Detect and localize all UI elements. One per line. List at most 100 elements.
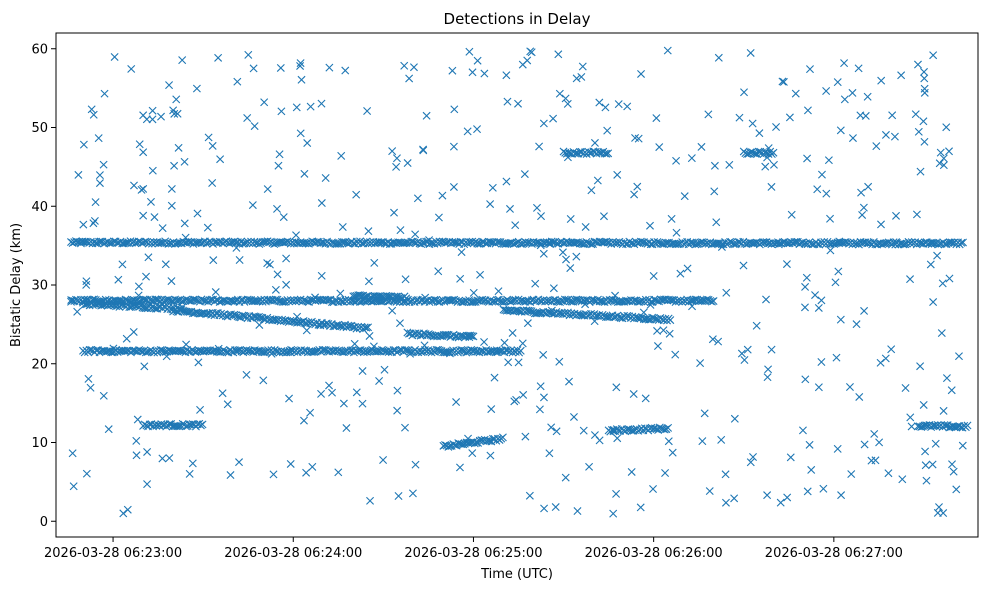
data-point bbox=[434, 213, 443, 222]
data-point bbox=[358, 367, 367, 376]
data-point bbox=[785, 113, 794, 122]
data-point bbox=[355, 291, 364, 300]
data-point bbox=[413, 194, 422, 203]
data-point bbox=[336, 289, 345, 298]
data-point bbox=[508, 328, 517, 337]
data-point bbox=[833, 78, 842, 87]
data-point bbox=[358, 399, 367, 408]
data-point bbox=[522, 238, 531, 247]
data-point bbox=[406, 347, 415, 356]
data-point bbox=[294, 318, 303, 327]
x-tick-label: 2026-03-28 06:25:00 bbox=[404, 546, 542, 561]
data-point bbox=[218, 389, 227, 398]
data-point bbox=[593, 176, 602, 185]
data-point bbox=[299, 416, 308, 425]
data-point bbox=[581, 300, 590, 309]
data-point bbox=[411, 230, 420, 239]
data-point bbox=[748, 119, 757, 128]
data-point bbox=[488, 183, 497, 192]
data-point bbox=[577, 239, 586, 248]
data-point bbox=[373, 347, 382, 356]
data-point bbox=[709, 297, 718, 306]
data-point bbox=[123, 505, 132, 514]
data-point bbox=[537, 212, 546, 221]
data-point bbox=[134, 291, 143, 300]
data-point bbox=[277, 107, 286, 116]
data-point bbox=[689, 296, 698, 305]
data-point bbox=[148, 115, 157, 124]
data-point bbox=[499, 298, 508, 307]
data-point bbox=[110, 52, 119, 61]
data-point bbox=[603, 126, 612, 135]
data-point bbox=[282, 254, 291, 263]
data-point bbox=[848, 134, 857, 143]
data-point bbox=[448, 296, 457, 305]
data-point bbox=[504, 358, 513, 367]
data-point bbox=[822, 87, 831, 96]
data-point bbox=[700, 409, 709, 418]
data-point bbox=[173, 422, 182, 431]
data-point bbox=[502, 71, 511, 80]
data-point bbox=[149, 238, 158, 247]
data-point bbox=[542, 296, 551, 305]
data-point bbox=[211, 288, 220, 297]
data-point bbox=[380, 365, 389, 374]
data-point bbox=[527, 48, 536, 57]
data-point bbox=[84, 374, 93, 383]
data-point bbox=[643, 314, 652, 323]
data-point bbox=[636, 237, 645, 246]
data-point bbox=[577, 72, 586, 81]
data-point bbox=[364, 277, 373, 286]
data-point bbox=[204, 133, 213, 142]
data-point bbox=[663, 46, 672, 55]
data-point bbox=[783, 493, 792, 502]
data-point bbox=[271, 315, 280, 324]
data-point bbox=[251, 312, 260, 321]
data-point bbox=[547, 423, 556, 432]
data-point bbox=[858, 210, 867, 219]
data-point bbox=[752, 321, 761, 330]
data-point bbox=[735, 113, 744, 122]
data-point bbox=[931, 439, 940, 448]
data-point bbox=[364, 323, 373, 332]
data-point bbox=[267, 349, 276, 358]
data-point bbox=[317, 199, 326, 208]
data-point bbox=[861, 111, 870, 120]
data-point bbox=[395, 319, 404, 328]
data-point bbox=[457, 248, 466, 257]
data-point bbox=[561, 94, 570, 103]
data-point bbox=[554, 50, 563, 59]
data-point bbox=[725, 160, 734, 169]
data-point bbox=[832, 353, 841, 362]
data-point bbox=[636, 503, 645, 512]
data-point bbox=[208, 141, 217, 150]
data-point bbox=[581, 222, 590, 231]
data-point bbox=[139, 238, 148, 247]
data-point bbox=[167, 201, 176, 210]
data-point bbox=[176, 346, 185, 355]
data-point bbox=[867, 456, 876, 465]
data-point bbox=[273, 204, 282, 213]
y-tick-label: 30 bbox=[31, 279, 48, 294]
data-point bbox=[836, 315, 845, 324]
data-point bbox=[870, 429, 879, 438]
data-point bbox=[465, 333, 474, 342]
data-point bbox=[118, 260, 127, 269]
data-point bbox=[920, 88, 929, 97]
data-point bbox=[877, 76, 886, 85]
data-point bbox=[627, 426, 636, 435]
data-point bbox=[82, 277, 91, 286]
data-point bbox=[907, 422, 916, 431]
data-point bbox=[172, 95, 181, 104]
data-point bbox=[292, 103, 301, 112]
data-point bbox=[872, 142, 881, 151]
data-point bbox=[762, 295, 771, 304]
data-point bbox=[630, 190, 639, 199]
data-point bbox=[887, 345, 896, 354]
data-point bbox=[817, 296, 826, 305]
data-point bbox=[549, 284, 558, 293]
data-point bbox=[879, 239, 888, 248]
data-point bbox=[249, 64, 258, 73]
data-point bbox=[306, 295, 315, 304]
data-point bbox=[425, 236, 434, 245]
